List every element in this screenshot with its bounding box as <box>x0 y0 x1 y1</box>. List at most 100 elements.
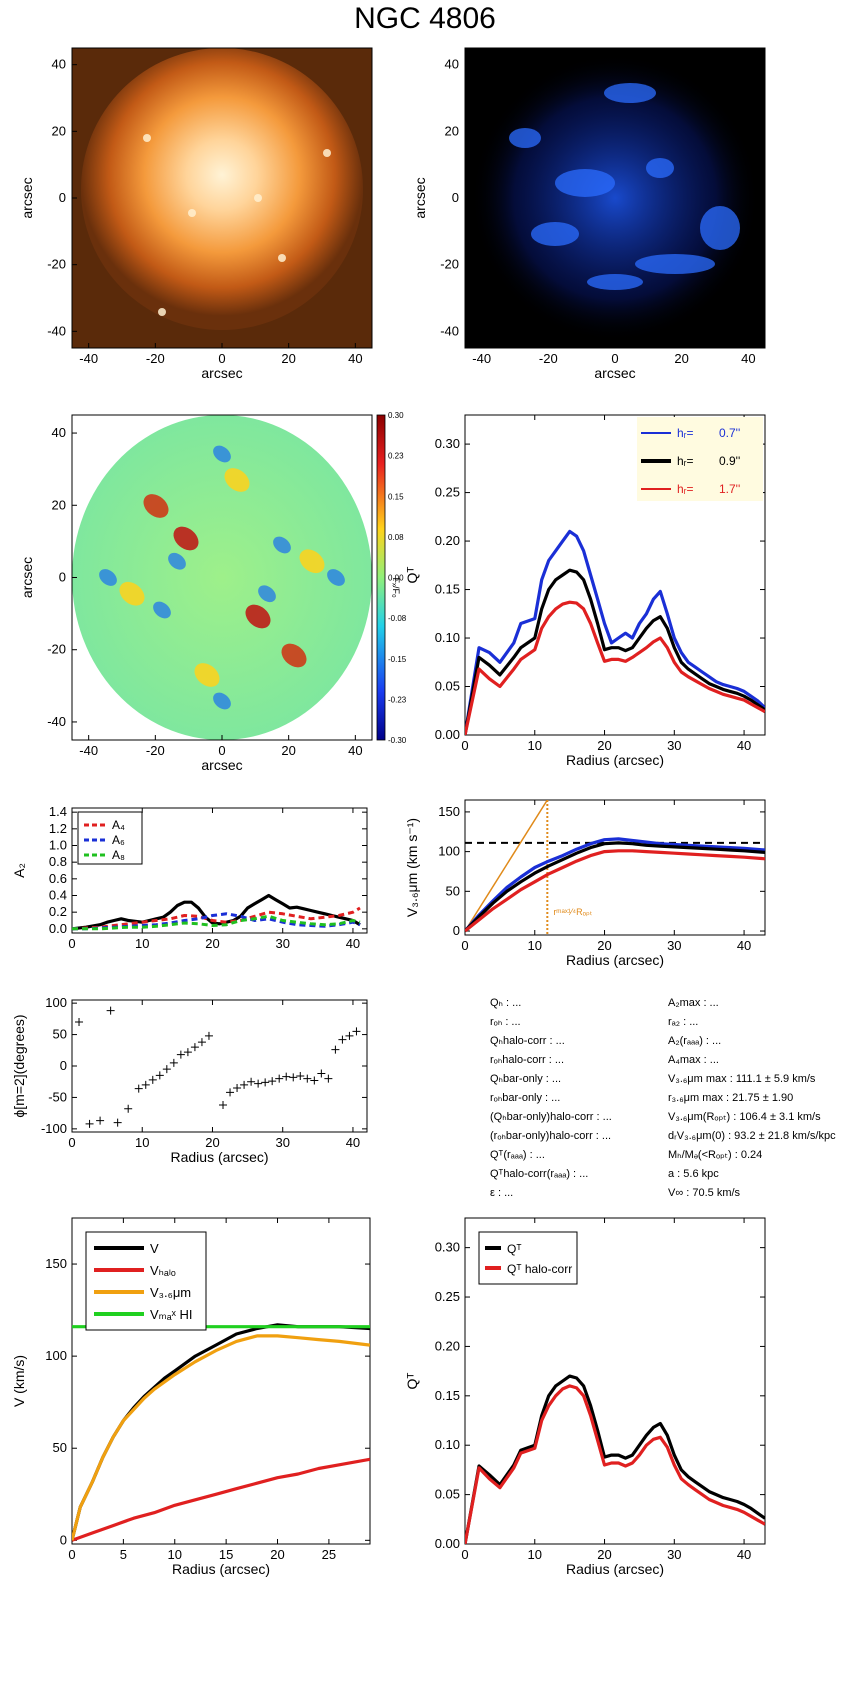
x-tick-label: 0 <box>461 738 468 753</box>
legend-label: Vₕₐₗₒ <box>150 1263 176 1278</box>
y-tick-label: 0.6 <box>49 871 67 886</box>
stat-left-8: Qᵀ(rₐₐₐ) : ... <box>490 1149 545 1161</box>
x-tick-label: 10 <box>135 936 149 951</box>
force-lobe <box>245 604 271 629</box>
stat-left-5: rₒₕbar-only : ... <box>490 1092 560 1104</box>
x-tick-label: 30 <box>667 1547 681 1562</box>
colorbar-tick-label: 0.00 <box>388 574 404 583</box>
x-tick-label: -20 <box>539 351 558 366</box>
y-tick-label: 40 <box>52 57 66 72</box>
legend-label: hᵣ= <box>677 426 694 440</box>
legend-label: V₃.₆μm <box>150 1285 191 1300</box>
series-line-0 <box>465 1374 765 1544</box>
x-tick-label: 20 <box>674 351 688 366</box>
y-tick-label: 0.8 <box>49 854 67 869</box>
legend-label: hᵣ= <box>677 454 694 468</box>
x-tick-label: 40 <box>741 351 755 366</box>
x-tick-label: 20 <box>205 936 219 951</box>
x-tick-label: 10 <box>528 938 542 953</box>
x-axis-label: Radius (arcsec) <box>566 752 664 768</box>
y-tick-label: 1.4 <box>49 804 67 819</box>
star-knot <box>278 254 286 262</box>
inner-slope-line <box>465 800 548 932</box>
y-tick-label: 100 <box>45 1348 67 1363</box>
colorbar-tick-label: 0.23 <box>388 452 404 461</box>
x-axis-label: arcsec <box>201 365 242 381</box>
scatter-point <box>106 1006 115 1015</box>
scatter-point <box>176 1050 185 1059</box>
x-tick-label: 10 <box>168 1547 182 1562</box>
y-tick-label: 0.05 <box>435 1487 460 1502</box>
y-tick-label: 0.2 <box>49 904 67 919</box>
y-tick-label: 0.20 <box>435 1338 460 1353</box>
x-axis-label: Radius (arcsec) <box>172 1561 270 1577</box>
y-tick-label: 0.0 <box>49 921 67 936</box>
x-tick-label: 20 <box>597 1547 611 1562</box>
x-tick-label: 30 <box>275 936 289 951</box>
y-tick-label: 20 <box>445 123 459 138</box>
star-knot <box>323 149 331 157</box>
y-tick-label: 0.20 <box>435 533 460 548</box>
x-tick-label: 40 <box>348 743 362 758</box>
x-tick-label: 10 <box>135 1135 149 1150</box>
x-axis-label: arcsec <box>201 757 242 773</box>
chart-2: 0 10 20 30 40 0 50 100 150 Radius (arcsec) V₃.₆μm … <box>404 799 766 968</box>
force-lobe-negative <box>327 569 345 586</box>
x-tick-label: 20 <box>281 351 295 366</box>
series-line-1 <box>72 1457 370 1542</box>
x-tick-label: 40 <box>737 738 751 753</box>
scatter-point <box>324 1074 333 1083</box>
series-line-1 <box>465 568 765 735</box>
force-lobe-negative <box>99 569 117 586</box>
images-layer: -40-40-20-200020204040arcsecarcsec-40-40… <box>19 47 766 773</box>
series-line-2 <box>465 600 765 735</box>
stat-left-9: Qᵀhalo-corr(rₐₐₐ) : ... <box>490 1168 588 1180</box>
force-lobe <box>143 494 169 518</box>
scatter-point <box>190 1043 199 1052</box>
y-axis-label: A₂ <box>11 863 27 878</box>
stat-right-2: A₂(rₐₐₐ) : ... <box>668 1035 721 1047</box>
plot-frame <box>464 799 766 936</box>
y-tick-label: 0 <box>453 923 460 938</box>
stat-right-4: V₃.₆μm max : 111.1 ± 5.9 km/s <box>668 1073 816 1085</box>
x-tick-label: 0 <box>218 743 225 758</box>
scatter-point <box>85 1119 94 1128</box>
charts-layer: 0 10 20 30 400.000.050.100.150.200.250.30Rad… <box>11 414 836 1577</box>
series-line-0 <box>465 529 765 735</box>
legend-label: Qᵀ halo-corr <box>507 1262 572 1276</box>
y-tick-label: 1.0 <box>49 838 67 853</box>
y-tick-label: 0 <box>59 570 66 585</box>
star-knot <box>254 194 262 202</box>
x-tick-label: 40 <box>737 1547 751 1562</box>
plot-area: rᵐᵃˣ¹⁄⁴Rₒₚₜ <box>465 800 765 935</box>
stat-right-3: A₄max : ... <box>668 1054 719 1066</box>
scatter-point <box>247 1077 256 1086</box>
scatter-point <box>233 1084 242 1092</box>
y-tick-label: 150 <box>438 804 460 819</box>
x-tick-label: -40 <box>79 351 98 366</box>
y-tick-label: 100 <box>45 995 67 1010</box>
force-lobe <box>119 581 145 606</box>
stat-left-3: rₒₕhalo-corr : ... <box>490 1054 564 1066</box>
scatter-point <box>169 1058 178 1067</box>
x-tick-label: 0 <box>68 1547 75 1562</box>
scatter-point <box>282 1072 291 1081</box>
series-line-0 <box>465 837 765 933</box>
scatter-point <box>310 1076 319 1085</box>
scatter-point <box>141 1080 150 1089</box>
series-line-1 <box>465 841 765 933</box>
image-panel-ir: -40 -40 -20 -20 0 0 20 20 40 40 arcsec arcsec <box>412 47 766 381</box>
stat-right-10: V∞ : 70.5 km/s <box>668 1187 741 1199</box>
x-tick-label: 10 <box>528 1547 542 1562</box>
stats-block: Qₕ : ... rₒₕ : ... Qₕhalo-corr : ... rₒₕhal… <box>490 997 836 1199</box>
legend-value: 1.7'' <box>719 482 740 496</box>
x-tick-label: 40 <box>737 938 751 953</box>
force-map-disk <box>72 415 372 740</box>
y-tick-label: -50 <box>48 1089 67 1104</box>
x-tick-label: 10 <box>528 738 542 753</box>
legend-label: Vₘₐˣ HI <box>150 1307 193 1322</box>
plot-frame <box>71 999 368 1133</box>
scatter-point <box>96 1116 105 1125</box>
image-panel-map: 0.30 0.23 0.15 0.08 0.00 -0.08 -0.15 -0.23 -0.30… <box>19 411 407 773</box>
colorbar-tick-label: 0.08 <box>388 533 404 542</box>
